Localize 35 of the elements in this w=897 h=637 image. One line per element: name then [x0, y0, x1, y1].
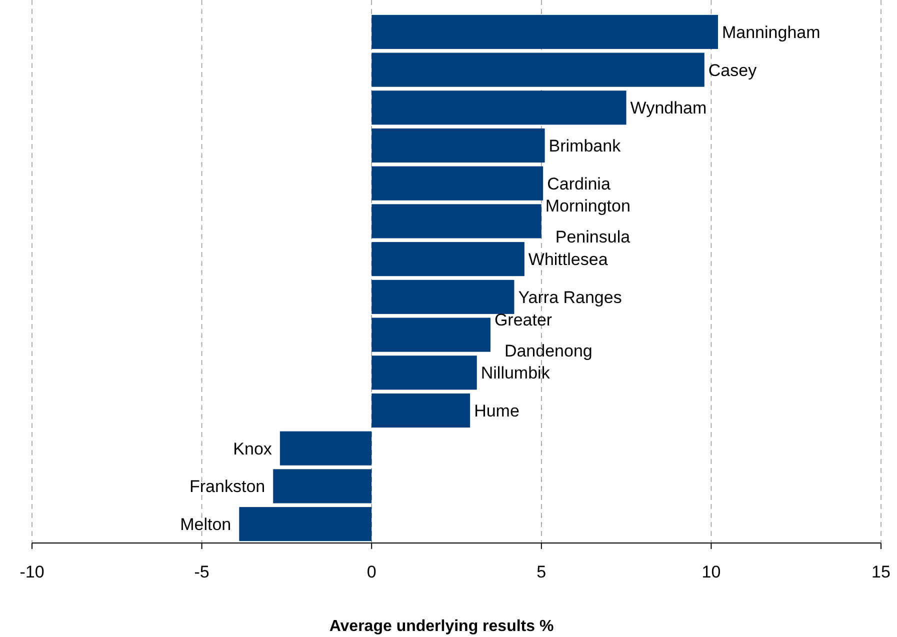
y-tick-label: Frankston	[190, 477, 266, 496]
x-tick-label: 10	[702, 562, 721, 582]
y-tick-label: Wyndham	[630, 98, 707, 118]
x-tick-label: -10	[20, 562, 44, 582]
y-tick-label: Casey	[708, 60, 758, 80]
y-tick-label: Manningham	[722, 22, 820, 42]
y-tick-label: Hume	[474, 402, 520, 420]
y-tick-label: Yarra Ranges	[518, 288, 622, 307]
bar	[372, 14, 718, 49]
y-tick-label: Brimbank	[548, 136, 622, 156]
y-tick-label: Melton	[180, 515, 232, 534]
x-tick-label: 5	[536, 562, 546, 582]
bar	[273, 469, 372, 504]
y-tick-label: Greater Dandenong	[494, 310, 592, 360]
y-tick-label: Mornington Peninsula	[545, 196, 631, 247]
x-tick-label: 0	[366, 562, 376, 582]
x-tick-label: -5	[194, 562, 210, 582]
x-tick-label: 15	[872, 562, 890, 582]
y-tick-label: Cardinia	[547, 174, 611, 194]
x-axis-title: Average underlying results %	[329, 618, 554, 635]
y-tick-label: Knox	[233, 439, 272, 458]
bar	[372, 204, 542, 238]
bar	[372, 242, 524, 276]
bar	[372, 280, 514, 314]
bar	[239, 507, 372, 542]
bar	[372, 393, 470, 428]
bar	[372, 90, 626, 125]
y-tick-label: Whittlesea	[528, 250, 608, 270]
bar	[372, 318, 490, 352]
y-tick-label: Nillumbik	[480, 364, 550, 383]
bar	[372, 52, 704, 87]
bar	[372, 128, 545, 163]
bar	[372, 356, 477, 390]
bar	[280, 431, 372, 466]
bar	[372, 166, 544, 200]
